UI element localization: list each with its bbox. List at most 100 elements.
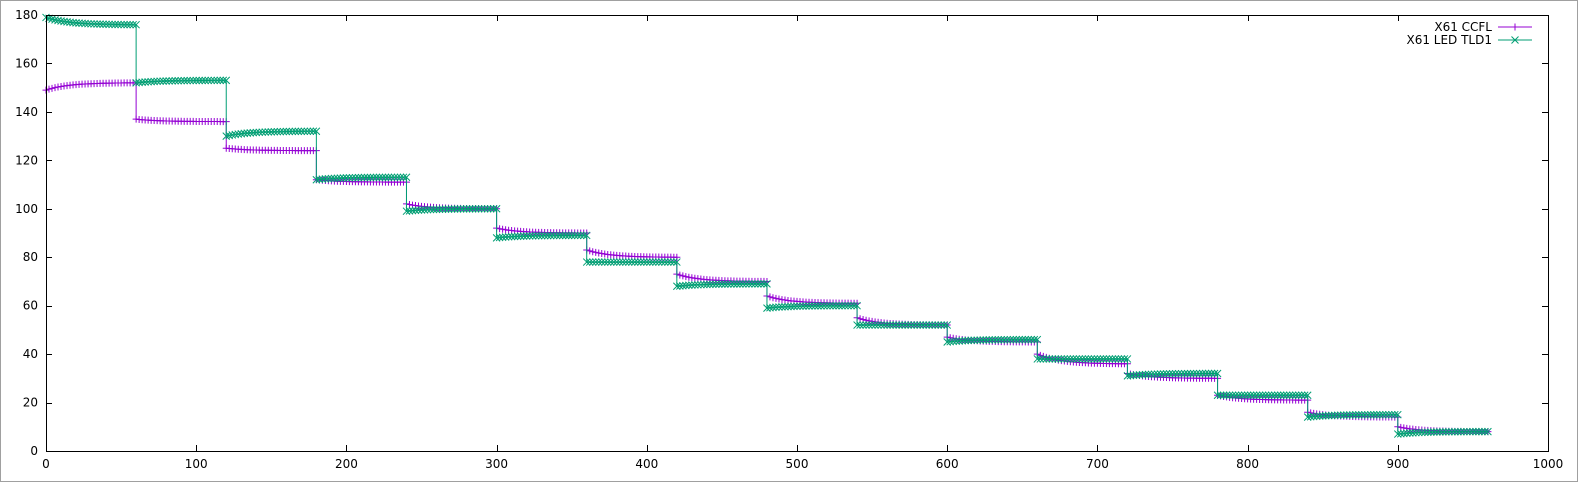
data-point (1411, 428, 1420, 437)
data-point (1123, 372, 1132, 380)
x-tick-label: 400 (635, 457, 658, 471)
data-point (1129, 371, 1138, 380)
data-point (174, 76, 183, 85)
data-point (1162, 370, 1171, 378)
data-point (471, 204, 480, 213)
data-point (378, 173, 387, 182)
data-point (375, 173, 384, 182)
data-point (1405, 429, 1414, 437)
data-point (444, 205, 453, 213)
data-point (84, 19, 92, 28)
data-point (769, 294, 777, 302)
data-point (1466, 427, 1474, 436)
legend: X61 CCFL X61 LED TLD1 (1406, 20, 1532, 47)
data-point (153, 77, 162, 86)
data-point (132, 78, 140, 87)
data-point (474, 204, 483, 213)
y-tick-label: 60 (23, 299, 38, 313)
y-axis: 0 20 40 60 80 100 120 140 160 180 (15, 8, 1548, 458)
data-point (51, 16, 59, 24)
data-point (303, 127, 312, 136)
data-point (880, 321, 888, 329)
data-point (1366, 410, 1375, 419)
data-point (1454, 427, 1462, 436)
data-point (405, 201, 413, 209)
data-point (694, 280, 702, 289)
data-point (1048, 355, 1057, 363)
data-point (540, 231, 549, 240)
data-point (87, 19, 95, 28)
data-point (450, 205, 459, 213)
data-point (297, 127, 306, 136)
data-point (525, 232, 534, 240)
data-point (459, 205, 468, 213)
data-point (1195, 369, 1204, 378)
data-point (1072, 355, 1081, 363)
data-point (1087, 355, 1096, 363)
data-point (1192, 369, 1201, 378)
data-point (1481, 427, 1489, 436)
data-point (1045, 355, 1054, 363)
data-point (859, 321, 867, 329)
y-tick-label: 140 (15, 105, 38, 119)
data-point (1180, 369, 1189, 378)
data-point (75, 19, 83, 27)
data-point (1210, 369, 1219, 378)
data-point (1060, 355, 1069, 363)
data-point (1484, 427, 1492, 436)
data-point (132, 20, 140, 29)
data-point (660, 258, 669, 266)
data-point (496, 225, 504, 233)
data-point (621, 258, 630, 266)
data-point (1249, 391, 1258, 400)
data-point (402, 207, 411, 216)
data-point (1445, 427, 1453, 436)
x-tick-label: 500 (786, 457, 809, 471)
data-point (1378, 410, 1387, 419)
data-point (718, 280, 726, 289)
y-tick-label: 120 (15, 153, 38, 167)
data-point (1318, 412, 1327, 420)
data-point (111, 20, 119, 29)
data-point (916, 321, 925, 329)
data-point (522, 232, 531, 240)
data-point (495, 233, 504, 242)
data-point (838, 301, 846, 310)
data-point (309, 127, 318, 136)
data-point (324, 174, 333, 183)
data-point (1069, 355, 1078, 363)
data-point (820, 301, 828, 310)
data-point (592, 248, 600, 256)
data-point (1111, 355, 1120, 363)
data-point (1339, 411, 1348, 419)
data-point (739, 280, 747, 288)
data-point (952, 337, 961, 346)
data-point (555, 231, 564, 240)
data-point (1216, 391, 1225, 400)
data-point (1255, 391, 1264, 400)
data-point (66, 18, 74, 27)
data-point (1306, 412, 1315, 421)
data-point (1063, 355, 1072, 363)
data-point (1174, 369, 1183, 378)
data-point (1090, 355, 1099, 363)
data-point (1276, 391, 1285, 400)
data-point (528, 232, 537, 240)
data-point (492, 233, 501, 242)
data-point (1177, 369, 1186, 378)
data-point (483, 204, 492, 213)
data-point (510, 232, 519, 241)
data-point (697, 280, 705, 289)
data-point (742, 280, 750, 288)
data-point (168, 76, 177, 85)
data-point (543, 231, 552, 240)
data-point (1327, 411, 1336, 420)
data-point (654, 258, 663, 266)
data-point (1360, 410, 1369, 419)
data-point (958, 336, 967, 345)
data-point (195, 76, 204, 85)
data-point (685, 273, 693, 281)
data-point (507, 232, 516, 241)
data-point (99, 20, 107, 29)
data-point (736, 280, 744, 288)
